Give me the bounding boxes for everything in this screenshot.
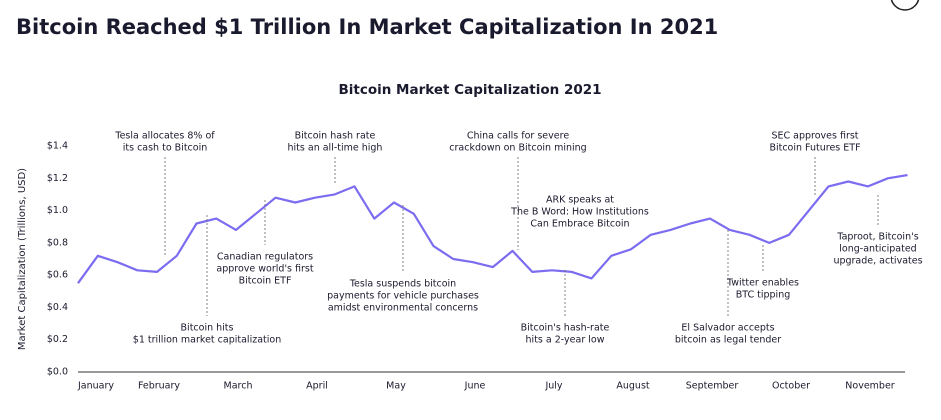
annotation-text: Bitcoin hash rate <box>295 131 376 142</box>
x-tick-label: September <box>686 381 739 392</box>
annotation-text: Bitcoin Futures ETF <box>769 143 860 154</box>
annotation-text: BTC tipping <box>736 290 791 301</box>
y-tick-label: $0.2 <box>47 334 68 345</box>
annotation-text: Bitcoin hits <box>181 323 234 334</box>
annotation-text: Bitcoin ETF <box>239 276 292 287</box>
y-tick-label: $0.0 <box>47 367 68 378</box>
x-tick-label: June <box>464 381 486 392</box>
y-tick-label: $1.2 <box>47 173 68 184</box>
annotation-text: crackdown on Bitcoin mining <box>449 143 586 154</box>
x-tick-label: August <box>616 381 650 392</box>
annotation-text: payments for vehicle purchases <box>327 291 479 302</box>
y-axis-label: Market Capitalization (Trillions, USD) <box>17 168 28 350</box>
annotation-text: Bitcoin's hash-rate <box>521 323 610 334</box>
annotation-text: ARK speaks at <box>546 195 614 206</box>
annotation-text: Twitter enables <box>726 278 799 289</box>
annotation-text: its cash to Bitcoin <box>123 143 208 154</box>
logo-icon <box>890 0 920 11</box>
annotation-text: approve world's first <box>216 264 313 275</box>
page-title: Bitcoin Reached $1 Trillion In Market Ca… <box>16 15 718 39</box>
annotation-text: long-anticipated <box>839 244 916 255</box>
x-tick-label: October <box>772 381 810 392</box>
x-tick-label: February <box>138 381 180 392</box>
annotation-text: bitcoin as legal tender <box>675 335 781 346</box>
y-tick-label: $0.4 <box>47 302 68 313</box>
x-tick-label: January <box>77 381 114 392</box>
chart-title: Bitcoin Market Capitalization 2021 <box>338 82 601 98</box>
annotation-text: amidst environmental concerns <box>328 303 478 314</box>
annotation-text: hits an all-time high <box>288 143 383 154</box>
annotation-text: upgrade, activates <box>833 256 922 267</box>
annotation-text: $1 trillion market capitalization <box>133 335 281 346</box>
annotation-text: Taproot, Bitcoin's <box>836 232 918 243</box>
annotation-text: hits a 2-year low <box>526 335 605 346</box>
annotation-text: Tesla suspends bitcoin <box>349 279 456 290</box>
y-tick-label: $1.0 <box>47 205 68 216</box>
annotation-text: China calls for severe <box>467 131 569 142</box>
y-tick-label: $0.8 <box>47 237 68 248</box>
x-tick-label: April <box>306 381 328 392</box>
annotation-text: The B Word: How Institutions <box>510 207 649 218</box>
x-tick-label: May <box>386 381 406 392</box>
data-line <box>77 174 908 284</box>
annotation-text: Tesla allocates 8% of <box>114 131 215 142</box>
y-tick-label: $0.6 <box>47 270 68 281</box>
annotation-text: Can Embrace Bitcoin <box>530 219 629 230</box>
y-tick-label: $1.4 <box>47 141 68 152</box>
annotation-text: SEC approves first <box>771 131 858 142</box>
annotation-text: El Salvador accepts <box>681 323 774 334</box>
annotation-text: Canadian regulators <box>217 252 313 263</box>
x-tick-label: November <box>845 381 895 392</box>
x-tick-label: March <box>224 381 253 392</box>
x-tick-label: July <box>544 381 562 392</box>
